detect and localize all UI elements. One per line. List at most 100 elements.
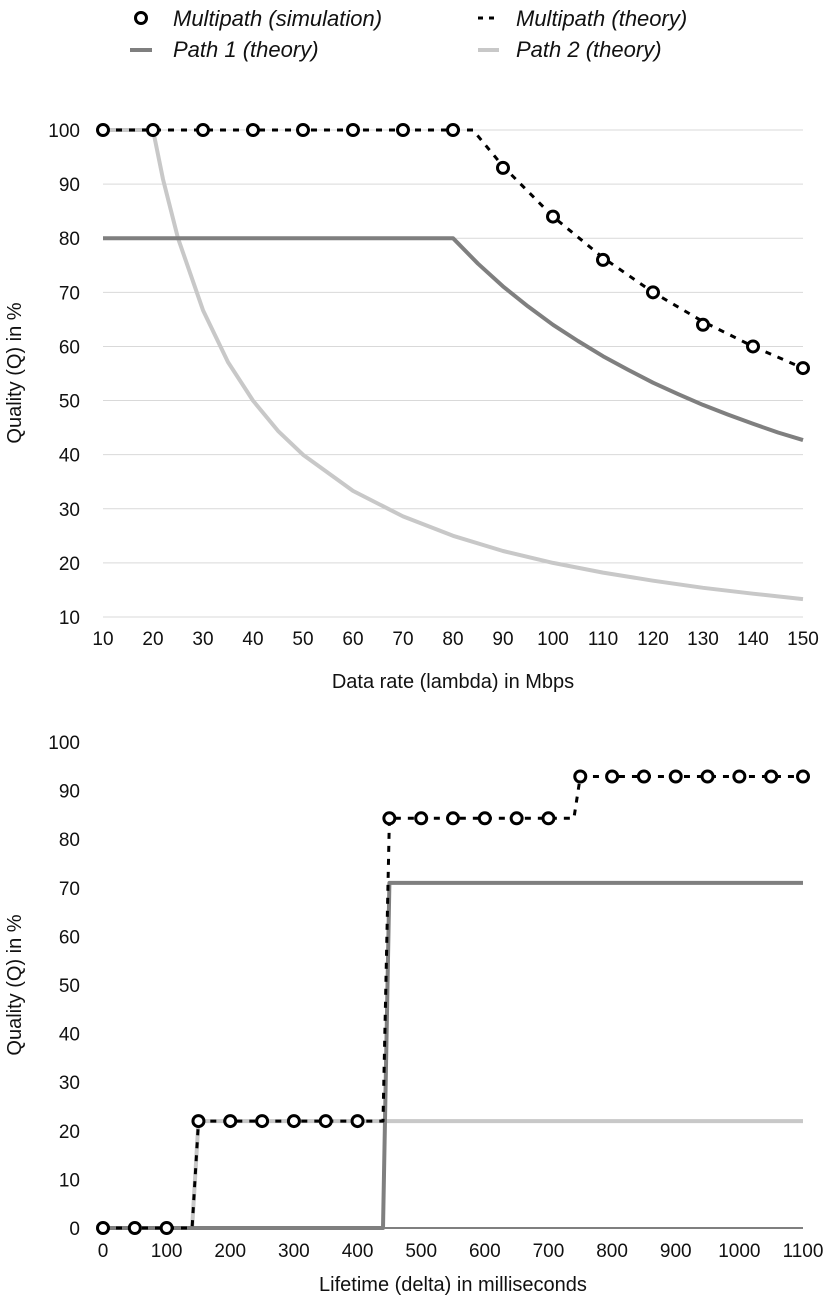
chart-data-rate-x-tick-label: 150: [787, 629, 819, 650]
chart-data-rate-simulation-point: [396, 123, 410, 137]
chart-lifetime-y-tick-label: 100: [48, 733, 80, 754]
chart-data-rate: 10 20 30 40 50 60 70 80 90 100 10 20 30 40 50 60 70 80 90 1…: [48, 121, 819, 650]
chart-lifetime-simulation-point: [477, 811, 492, 826]
chart-data-rate-x-tick-label: 110: [588, 629, 618, 650]
chart-lifetime-simulation-point: [605, 769, 620, 784]
chart-data-rate-x-tick-label: 20: [142, 629, 163, 650]
chart-lifetime-simulation-point: [96, 1221, 110, 1235]
chart-lifetime-simulation-point: [318, 1114, 333, 1129]
chart-lifetime-simulation-point: [255, 1114, 270, 1129]
chart-lifetime-simulation-point: [191, 1114, 206, 1129]
chart-data-rate-y-tick-label: 10: [59, 608, 80, 629]
chart-data-rate-simulation-point: [696, 317, 710, 332]
chart-lifetime-y-tick-label: 30: [59, 1073, 80, 1094]
chart-data-rate-simulation-point: [96, 123, 110, 137]
chart-lifetime-simulation-point: [509, 811, 524, 826]
legend-label-path2: Path 2 (theory): [516, 37, 662, 62]
legend-label-multipath-theory: Multipath (theory): [516, 6, 687, 31]
chart-data-rate-series-multipath-theory: [103, 128, 804, 370]
chart-lifetime-x-tick-label: 500: [405, 1241, 437, 1262]
chart-data-rate-y-tick-label: 40: [59, 446, 80, 467]
chart-lifetime-simulation-point: [700, 769, 715, 784]
chart-data-rate-simulation-point: [496, 160, 510, 175]
chart-data-rate-simulation-point: [796, 361, 810, 376]
chart-lifetime-x-tick-label: 800: [596, 1241, 628, 1262]
chart-data-rate-y-tick-label: 70: [59, 283, 80, 304]
chart-data-rate-series-path-1-theory: [103, 236, 804, 443]
chart-lifetime-simulation-point: [127, 1221, 142, 1235]
chart-lifetime-x-tick-label: 1000: [718, 1241, 760, 1262]
chart-data-rate-simulation-point: [346, 123, 360, 137]
chart-lifetime-y-tick-label: 0: [69, 1219, 80, 1240]
chart-data-rate-x-tick-label: 10: [92, 629, 113, 650]
chart-lifetime-x-tick-label: 400: [342, 1241, 374, 1262]
chart-lifetime-simulation-point: [764, 769, 779, 784]
chart-data-rate-simulation-point: [596, 252, 610, 267]
chart-lifetime-simulation-point: [668, 769, 683, 784]
chart-data-rate-y-axis-title: Quality (Q) in %: [4, 302, 26, 443]
chart-lifetime-simulation-point: [159, 1221, 174, 1235]
chart-lifetime-y-tick-label: 70: [59, 879, 80, 900]
chart-data-rate-x-tick-label: 120: [637, 629, 669, 650]
chart-lifetime-simulation-point: [796, 769, 810, 784]
chart-data-rate-x-tick-label: 40: [242, 629, 263, 650]
chart-data-rate-x-tick-label: 140: [737, 629, 769, 650]
chart-lifetime-y-tick-label: 10: [59, 1170, 80, 1191]
chart-data-rate-y-tick-label: 90: [59, 175, 80, 196]
legend-label-multipath-simulation: Multipath (simulation): [173, 6, 382, 31]
legend-marker-icon: [134, 11, 148, 25]
chart-lifetime-x-tick-label: 0: [98, 1241, 109, 1262]
chart-data-rate-x-tick-label: 60: [342, 629, 363, 650]
chart-lifetime-simulation-point: [414, 811, 429, 826]
chart-data-rate-x-tick-label: 90: [492, 629, 513, 650]
chart-data-rate-simulation-point: [146, 123, 160, 137]
chart-data-rate-x-tick-label: 100: [537, 629, 569, 650]
chart-lifetime-y-tick-label: 60: [59, 927, 80, 948]
chart-lifetime-x-tick-label: 100: [151, 1241, 183, 1262]
chart-lifetime-y-tick-label: 20: [59, 1122, 80, 1143]
legend: Multipath (simulation) Multipath (theory…: [130, 6, 687, 62]
chart-lifetime-series-path-1-theory: [103, 880, 803, 1230]
chart-data-rate-y-tick-label: 30: [59, 500, 80, 521]
chart-data-rate-simulation-point: [446, 123, 460, 137]
chart-lifetime-simulation-point: [636, 769, 651, 784]
chart-data-rate-x-tick-label: 80: [442, 629, 463, 650]
chart-lifetime-simulation-point: [286, 1114, 301, 1129]
chart-lifetime-simulation-point: [446, 811, 460, 826]
chart-lifetime-x-tick-label: 300: [278, 1241, 310, 1262]
chart-data-rate-x-tick-label: 70: [392, 629, 413, 650]
chart-lifetime-simulation-point: [382, 811, 397, 826]
chart-data-rate-y-tick-label: 20: [59, 554, 80, 575]
chart-lifetime-simulation-point: [223, 1114, 238, 1129]
legend-label-path1: Path 1 (theory): [173, 37, 319, 62]
chart-data-rate-x-tick-label: 50: [292, 629, 313, 650]
chart-data-rate-simulation-point: [746, 339, 760, 354]
chart-lifetime-x-tick-label: 700: [533, 1241, 565, 1262]
chart-data-rate-x-axis-title: Data rate (lambda) in Mbps: [332, 671, 574, 693]
chart-data-rate-simulation-point: [196, 123, 210, 137]
chart-lifetime-series-path-2-theory: [103, 1119, 803, 1230]
chart-data-rate-y-tick-label: 80: [59, 229, 80, 250]
chart-lifetime-x-tick-label: 900: [660, 1241, 692, 1262]
chart-lifetime-simulation-point: [350, 1114, 365, 1129]
chart-lifetime-x-tick-label: 600: [469, 1241, 501, 1262]
chart-data-rate-series-path-2-theory: [103, 128, 804, 602]
chart-lifetime-x-tick-label: 200: [214, 1241, 246, 1262]
chart-data-rate-y-tick-label: 50: [59, 392, 80, 413]
chart-data-rate-y-tick-label: 60: [59, 337, 80, 358]
chart-data-rate-simulation-point: [546, 209, 560, 224]
chart-lifetime-simulation-point: [573, 769, 588, 784]
chart-lifetime-series-multipath-theory: [103, 775, 803, 1230]
chart-data-rate-simulation-point: [296, 123, 310, 137]
chart-data-rate-x-tick-label: 130: [687, 629, 719, 650]
chart-lifetime-y-axis-title: Quality (Q) in %: [4, 914, 26, 1055]
chart-lifetime-simulation-point: [732, 769, 747, 784]
chart-data-rate-simulation-point: [646, 285, 660, 300]
chart-lifetime-x-axis-title: Lifetime (delta) in milliseconds: [319, 1274, 587, 1296]
chart-data-rate-y-tick-label: 100: [48, 121, 80, 142]
chart-data-rate-x-tick-label: 30: [192, 629, 213, 650]
chart-lifetime-x-tick-label: 1100: [783, 1241, 824, 1262]
chart-lifetime-y-tick-label: 40: [59, 1025, 80, 1046]
